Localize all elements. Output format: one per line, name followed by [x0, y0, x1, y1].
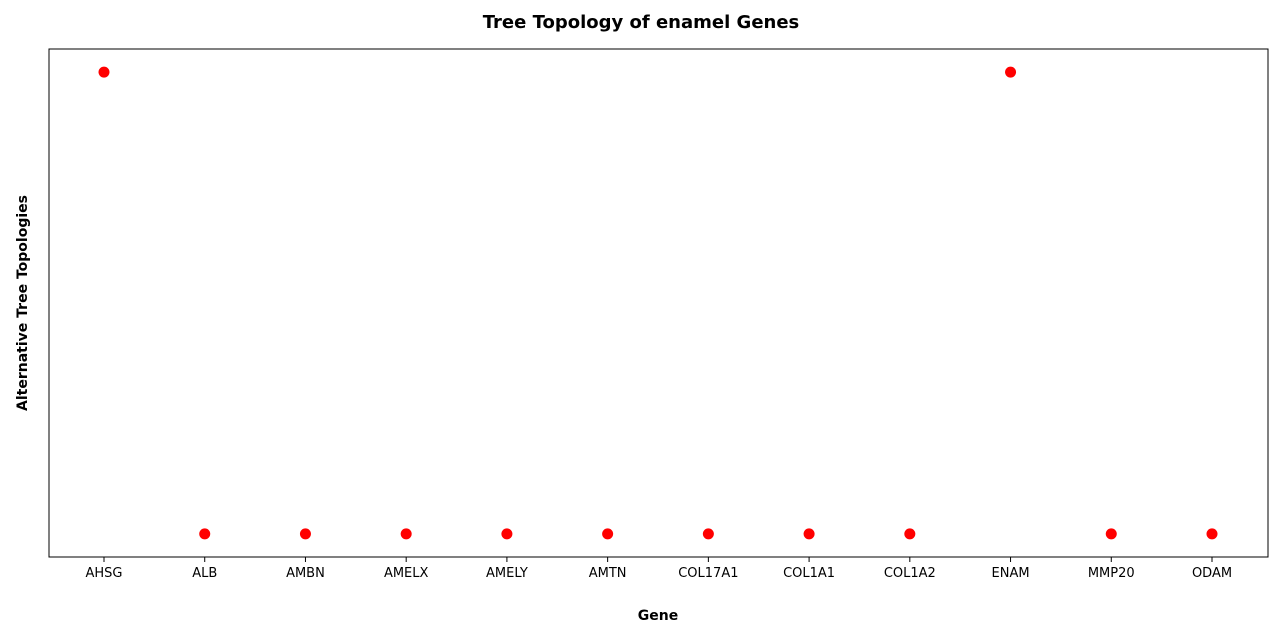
- data-point: [1005, 66, 1017, 78]
- chart-title: Tree Topology of enamel Genes: [483, 12, 800, 33]
- x-tick-label: COL17A1: [678, 566, 738, 581]
- data-point: [1105, 528, 1117, 540]
- data-point: [299, 528, 311, 540]
- data-point: [602, 528, 614, 540]
- x-tick-label: AMELX: [384, 566, 429, 581]
- data-point: [702, 528, 714, 540]
- x-tick-label: AMTN: [589, 566, 627, 581]
- x-tick-label: ALB: [192, 566, 217, 581]
- data-point: [199, 528, 211, 540]
- data-point: [400, 528, 412, 540]
- plot-frame: [48, 48, 1269, 558]
- data-point: [501, 528, 513, 540]
- x-tick-label: COL1A2: [884, 566, 936, 581]
- x-axis-label: Gene: [638, 608, 678, 624]
- data-point: [98, 66, 110, 78]
- data-point: [1206, 528, 1218, 540]
- x-tick-label: MMP20: [1088, 566, 1135, 581]
- x-tick-label: ODAM: [1192, 566, 1232, 581]
- x-tick-label: ENAM: [992, 566, 1030, 581]
- x-tick-label: AMBN: [286, 566, 325, 581]
- y-axis-label: Alternative Tree Topologies: [15, 195, 31, 411]
- x-axis-ticks: AHSG ALB AMBN AMELX AMELY AMTN COL17A1 COL1A1 CO…: [86, 557, 1232, 581]
- x-tick-label: AMELY: [486, 566, 528, 581]
- data-points: [98, 66, 1218, 540]
- x-tick-label: COL1A1: [783, 566, 835, 581]
- x-tick-label: AHSG: [86, 566, 123, 581]
- data-point: [803, 528, 815, 540]
- data-point: [904, 528, 916, 540]
